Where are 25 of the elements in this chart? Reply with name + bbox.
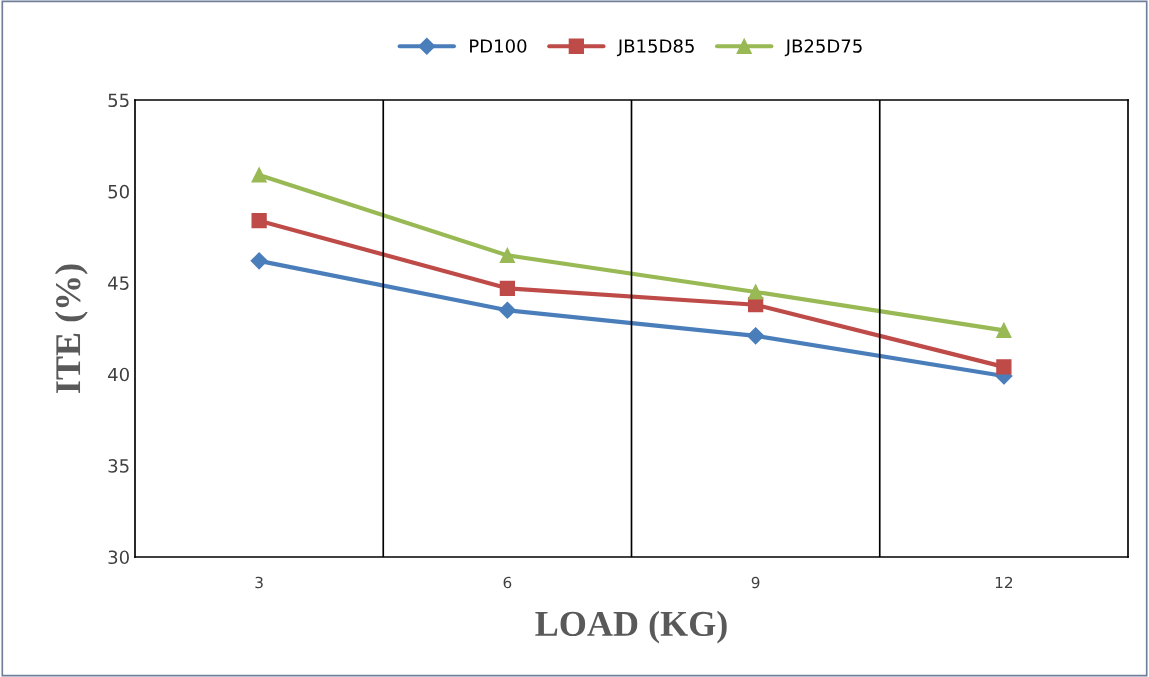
point bbox=[251, 213, 267, 229]
point bbox=[499, 247, 516, 264]
y-tick-label: 30 bbox=[108, 550, 129, 565]
point bbox=[498, 301, 516, 319]
x-tick-label: 12 bbox=[995, 576, 1013, 589]
point bbox=[251, 167, 267, 183]
point bbox=[499, 280, 516, 296]
point bbox=[996, 322, 1012, 338]
y-tick-label: 35 bbox=[108, 459, 129, 473]
y-tick-label: 50 bbox=[108, 184, 129, 199]
point bbox=[996, 359, 1012, 375]
legend-label: JB25D75 bbox=[784, 39, 862, 57]
y-tick-label: 55 bbox=[108, 93, 129, 108]
x-tick-label: 6 bbox=[503, 576, 512, 589]
y-axis-title: ITE (%) bbox=[54, 264, 88, 393]
x-tick-label: 3 bbox=[255, 576, 263, 589]
x-axis-title: LOAD (KG) bbox=[535, 610, 727, 644]
point bbox=[250, 252, 268, 270]
point bbox=[747, 327, 765, 345]
x-tick-label: 9 bbox=[751, 576, 760, 589]
y-tick-label: 40 bbox=[108, 367, 129, 382]
y-tick-label: 45 bbox=[108, 276, 129, 290]
legend-label: PD100 bbox=[470, 39, 527, 53]
legend-label: JB15D85 bbox=[616, 39, 694, 57]
point bbox=[747, 284, 764, 300]
